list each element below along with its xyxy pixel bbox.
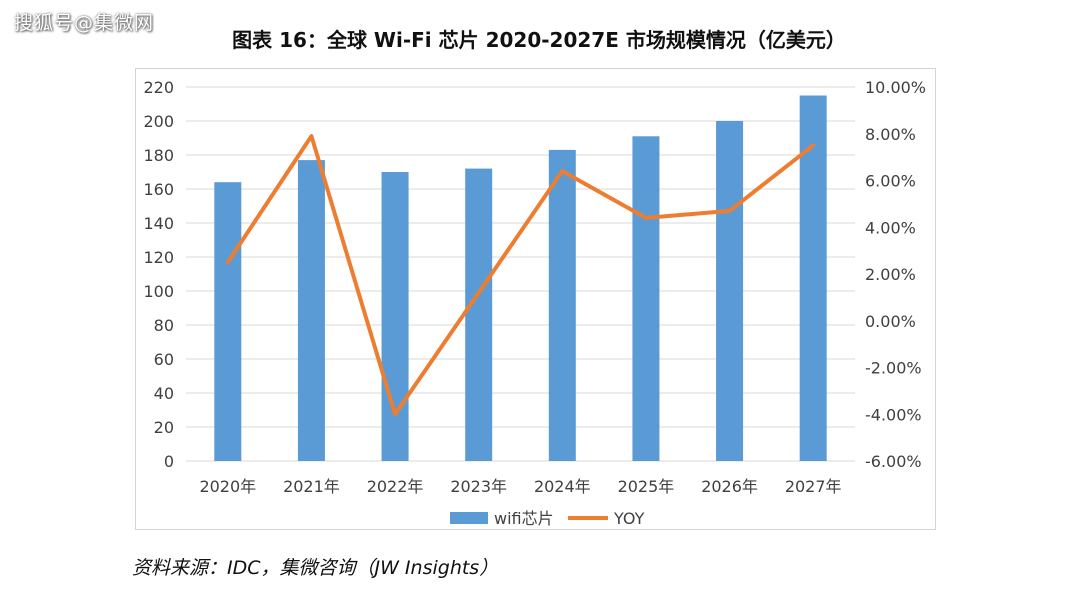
y-tick-label: 220 <box>143 78 174 97</box>
x-tick-label: 2024年 <box>534 477 591 496</box>
x-tick-label: 2026年 <box>701 477 758 496</box>
bar-2020年 <box>214 182 242 461</box>
y-tick-label: 140 <box>143 214 174 233</box>
y2-tick-label: 6.00% <box>865 172 916 191</box>
y2-tick-label: -2.00% <box>865 359 922 378</box>
bar-2025年 <box>632 136 660 462</box>
bar-2023年 <box>465 168 493 461</box>
y2-tick-label: -6.00% <box>865 452 922 471</box>
chart-title: 图表 16：全球 Wi-Fi 芯片 2020-2027E 市场规模情况（亿美元） <box>232 28 846 52</box>
bar-2022年 <box>381 172 409 461</box>
x-tick-label: 2027年 <box>785 477 842 496</box>
y2-tick-label: -4.00% <box>865 405 922 424</box>
x-tick-label: 2022年 <box>367 477 424 496</box>
y2-tick-label: 4.00% <box>865 218 916 237</box>
bar-2024年 <box>548 149 576 461</box>
legend-label-wifi: wifi芯片 <box>494 509 554 528</box>
y-tick-label: 100 <box>143 282 174 301</box>
bar-2026年 <box>716 121 744 461</box>
bar-2027年 <box>799 95 827 461</box>
x-tick-label: 2020年 <box>199 477 256 496</box>
y-tick-label: 160 <box>143 180 174 199</box>
y-tick-label: 200 <box>143 112 174 131</box>
y-tick-label: 20 <box>154 418 174 437</box>
x-tick-label: 2025年 <box>618 477 675 496</box>
y-tick-label: 0 <box>164 452 174 471</box>
y-tick-label: 180 <box>143 146 174 165</box>
y-tick-label: 60 <box>154 350 174 369</box>
yoy-line <box>225 134 816 417</box>
y2-tick-label: 8.00% <box>865 125 916 144</box>
legend-swatch-wifi <box>450 512 488 524</box>
x-tick-label: 2023年 <box>450 477 507 496</box>
bar-2021年 <box>297 160 325 461</box>
y2-tick-label: 0.00% <box>865 312 916 331</box>
x-tick-label: 2021年 <box>283 477 340 496</box>
y-tick-label: 120 <box>143 248 174 267</box>
legend-label-yoy: YOY <box>613 509 645 528</box>
y2-tick-label: 2.00% <box>865 265 916 284</box>
chart-frame <box>135 68 936 530</box>
y2-tick-label: 10.00% <box>865 78 926 97</box>
y-tick-label: 40 <box>154 384 174 403</box>
source-note: 资料来源：IDC，集微咨询（JW Insights） <box>132 557 499 579</box>
y-tick-label: 80 <box>154 316 174 335</box>
watermark: 搜狐号@集微网 <box>14 12 155 34</box>
